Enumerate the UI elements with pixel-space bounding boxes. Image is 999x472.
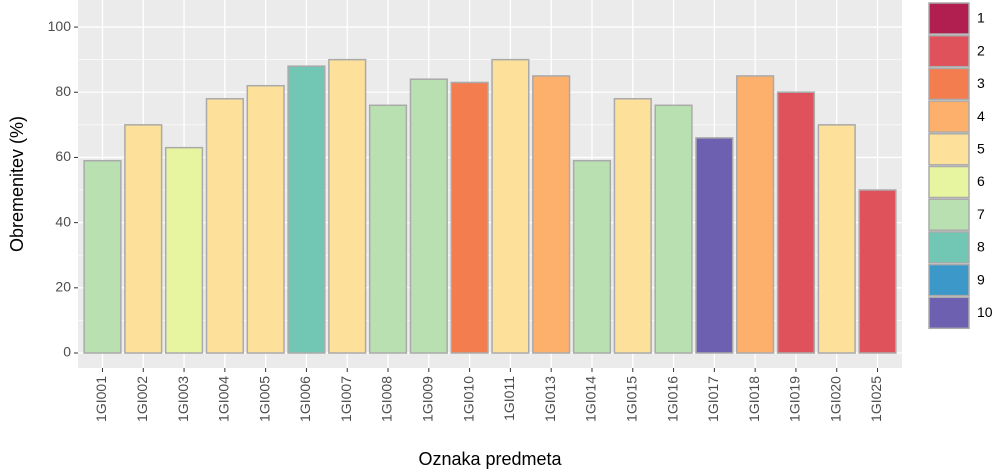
x-tick-label: 1GI014 — [583, 376, 599, 422]
legend-key — [928, 34, 970, 68]
y-tick-label: 60 — [55, 148, 71, 164]
y-tick-label: 0 — [63, 344, 71, 360]
bar — [328, 58, 367, 354]
legend-key — [928, 263, 970, 297]
x-tick-label: 1GI003 — [175, 376, 191, 422]
legend-label: 9 — [977, 271, 985, 287]
x-tick-label: 1GI011 — [501, 376, 517, 421]
bar — [450, 81, 489, 354]
x-tick-label: 1GI016 — [664, 376, 680, 422]
x-tick-label: 1GI025 — [868, 376, 884, 422]
y-tick-label: 80 — [55, 83, 71, 99]
x-tick-label: 1GI002 — [134, 376, 150, 422]
legend-label: 3 — [977, 75, 985, 91]
bar — [695, 137, 734, 354]
bar — [368, 104, 408, 354]
x-tick-label: 1GI013 — [542, 376, 558, 422]
bar — [164, 146, 204, 354]
bar — [817, 124, 856, 354]
x-tick-label: 1GI001 — [93, 376, 109, 422]
bar — [736, 75, 775, 354]
bar — [83, 159, 122, 354]
legend-label: 7 — [977, 206, 985, 222]
legend-key — [928, 133, 970, 166]
x-tick-label: 1GI006 — [297, 376, 313, 422]
x-axis-title: Oznaka predmeta — [418, 449, 562, 469]
legend-key — [928, 100, 970, 133]
x-tick-label: 1GI020 — [827, 376, 843, 422]
x-tick-label: 1GI018 — [746, 376, 762, 422]
legend-label: 2 — [977, 42, 985, 58]
legend-label: 6 — [977, 173, 985, 189]
x-tick-label: 1GI008 — [379, 376, 395, 422]
bar — [613, 98, 652, 354]
x-tick-label: 1GI010 — [460, 376, 476, 422]
bar — [572, 159, 612, 354]
x-tick-label: 1GI007 — [338, 376, 354, 422]
legend-key — [928, 165, 970, 199]
bar — [858, 189, 897, 354]
y-axis-title: Obremenitev (%) — [7, 116, 27, 252]
y-tick-label: 40 — [55, 213, 71, 229]
bar — [287, 65, 326, 354]
legend-key — [928, 2, 970, 35]
y-tick-label: 20 — [55, 279, 71, 295]
x-tick-label: 1GI019 — [787, 376, 803, 422]
legend-key — [928, 296, 970, 330]
legend-label: 10 — [977, 304, 993, 320]
y-tick-label: 100 — [48, 18, 72, 34]
bar — [205, 98, 244, 354]
legend-label: 8 — [977, 239, 985, 255]
bar — [491, 58, 530, 354]
legend-key — [928, 231, 970, 264]
bar — [654, 104, 693, 354]
legend-key — [928, 198, 970, 231]
bar — [246, 84, 285, 354]
legend-label: 4 — [977, 108, 985, 124]
legend-key — [928, 67, 970, 101]
x-tick-label: 1GI015 — [623, 376, 639, 422]
x-tick-label: 1GI005 — [256, 376, 272, 422]
x-tick-label: 1GI017 — [705, 376, 721, 422]
legend-label: 1 — [977, 10, 985, 26]
x-tick-label: 1GI004 — [216, 376, 232, 422]
bar — [409, 78, 448, 354]
x-tick-label: 1GI009 — [420, 376, 436, 422]
bar — [776, 91, 816, 354]
bar — [532, 75, 571, 354]
legend-label: 5 — [977, 141, 985, 157]
bar — [124, 124, 163, 354]
